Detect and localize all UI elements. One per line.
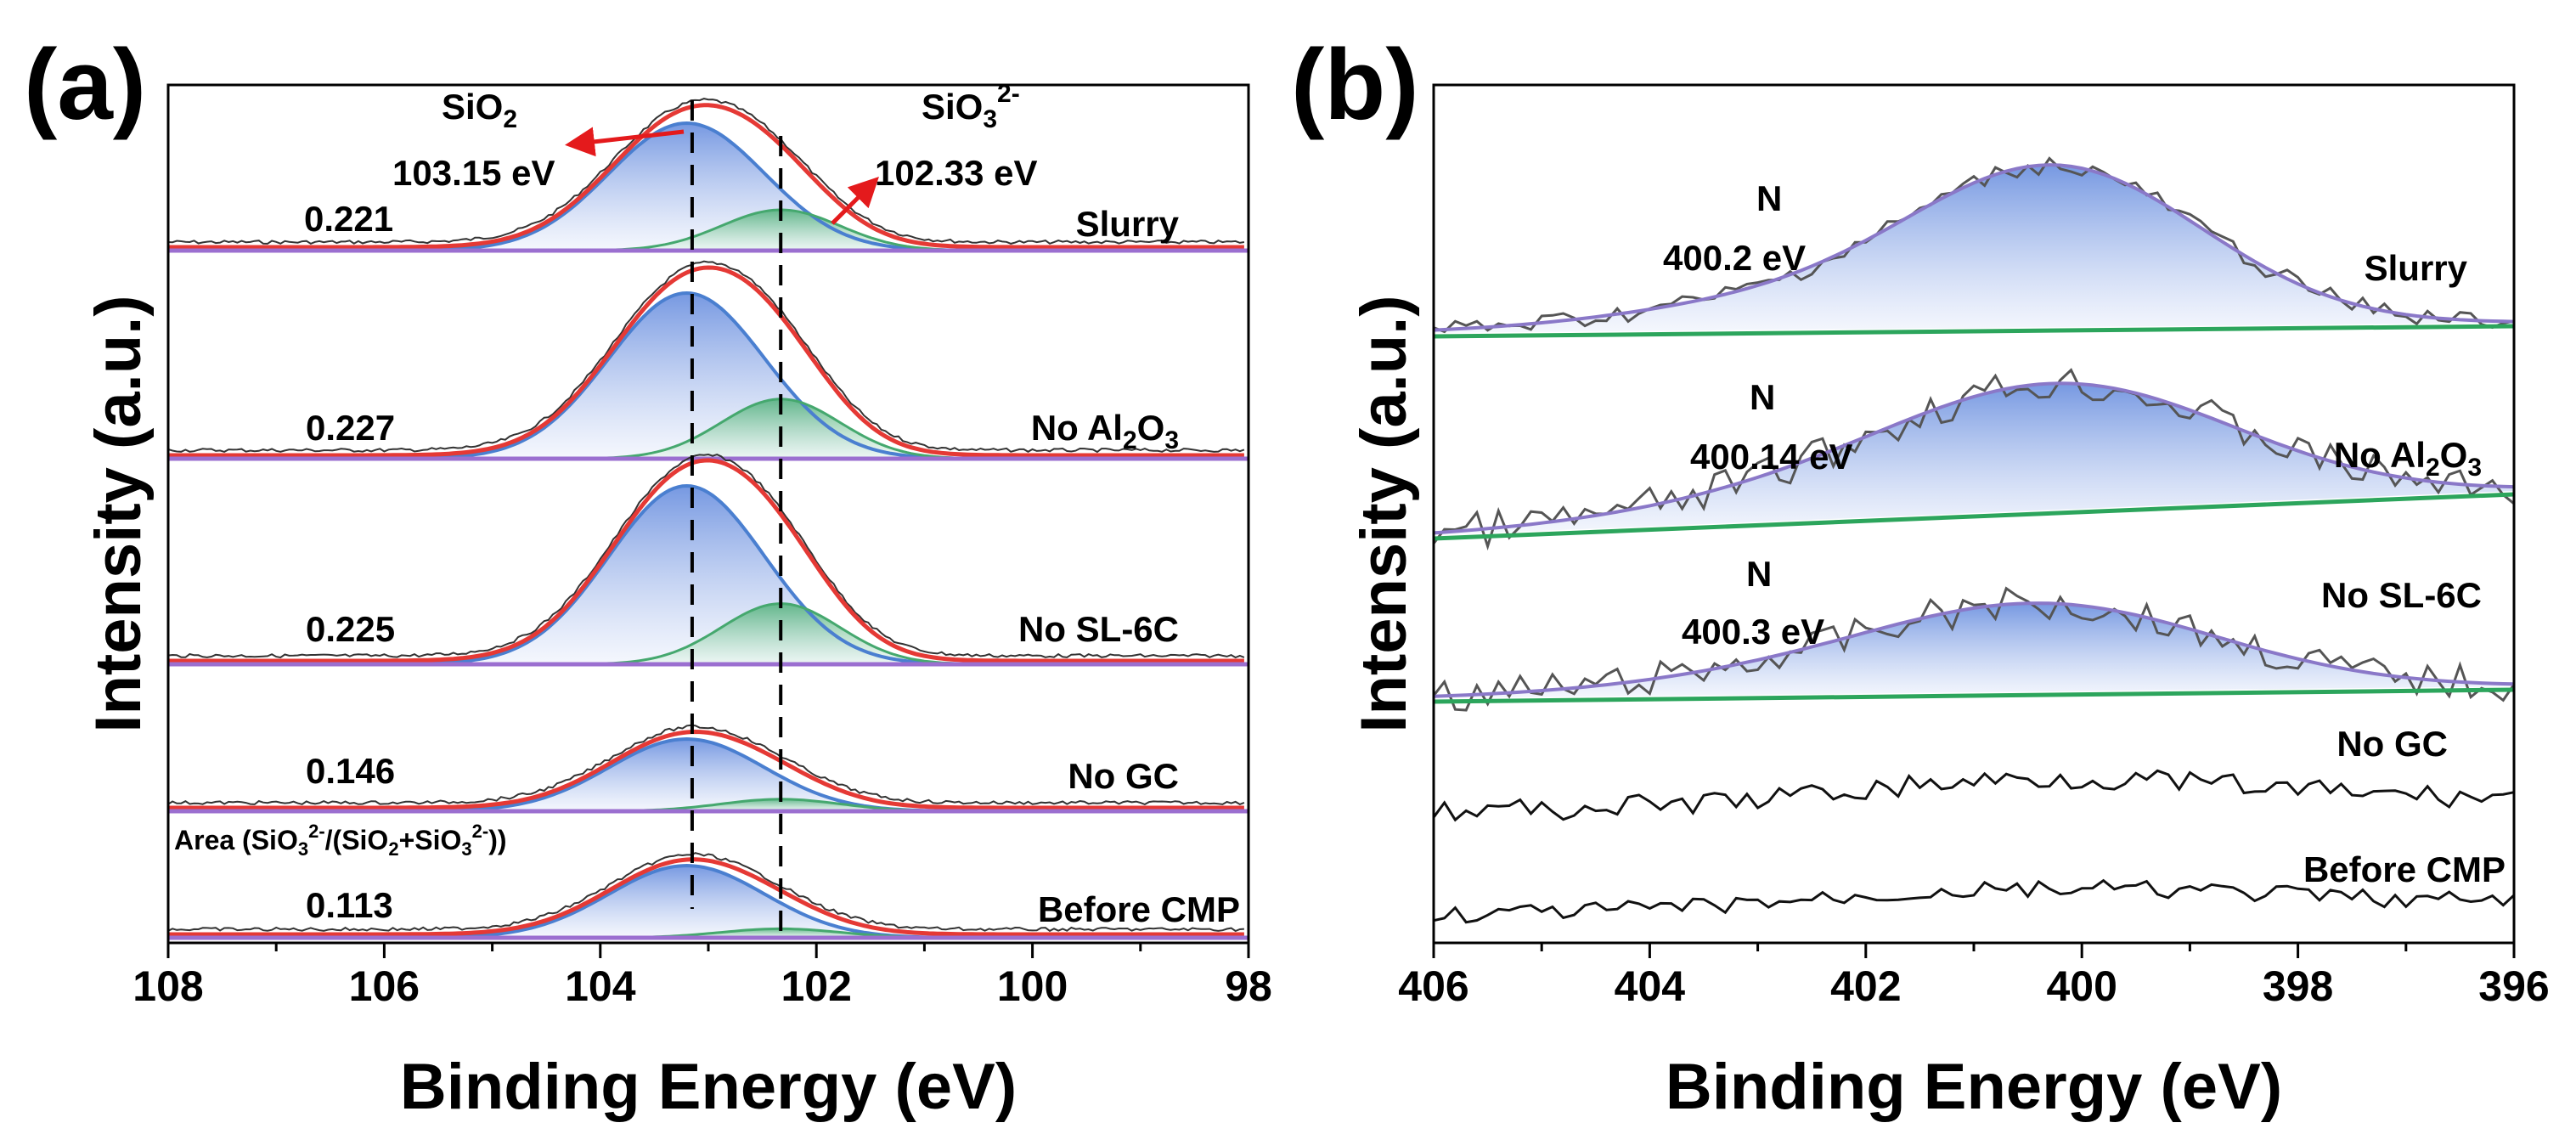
x-tick-label: 100 (997, 962, 1068, 1010)
spectrum-b-slurry (1433, 156, 2515, 339)
sio2-component-fill (168, 739, 1249, 811)
raw-data-line (1432, 368, 2515, 551)
x-tick-label: 104 (565, 962, 636, 1010)
spectrum-a-no-sl-6c (167, 453, 1249, 667)
series-label-b-no-gc: No GC (2336, 724, 2448, 764)
fit-envelope-line (168, 857, 1244, 937)
x-tick-label: 108 (132, 962, 203, 1010)
n-fit-line (1433, 381, 2515, 535)
x-tick-label: 106 (349, 962, 420, 1010)
series-label-slurry: Slurry (1076, 204, 1180, 244)
x-tick-label: 98 (1225, 962, 1272, 1010)
n-component-fill (1434, 603, 2514, 698)
series-label-no-sl6c: No SL-6C (1018, 609, 1179, 649)
n-fit-line (1433, 163, 2515, 332)
x-tick-label: 402 (1830, 962, 1901, 1010)
baseline-line (1433, 492, 2515, 541)
panel-b-plot-area (1432, 156, 2516, 924)
n-peak-slurry: 400.2 eV (1663, 238, 1806, 278)
series-label-no-gc: No GC (1068, 756, 1179, 796)
spectrum-b-no-sl-6c (1432, 586, 2516, 712)
raw-data-line (167, 724, 1245, 806)
n-peak-no-al2o3: 400.14 eV (1690, 437, 1853, 477)
sio2-component-fill (168, 293, 1249, 459)
sio3-species-label: SiO32- (922, 80, 1020, 133)
panel-a-label: (a) (24, 29, 146, 141)
raw-data-line (1433, 156, 2515, 334)
series-label-b-no-sl6c: No SL-6C (2321, 575, 2482, 615)
spectrum-a-no-gc (167, 724, 1249, 814)
area-ratio-slurry: 0.221 (304, 199, 393, 239)
n-fit-line (1433, 601, 2515, 698)
sio2-species-label: SiO2 (442, 87, 517, 133)
area-ratio-no-al2o3: 0.227 (306, 408, 395, 448)
n-component-fill (1434, 383, 2514, 535)
sio3-component-fill (168, 210, 1249, 251)
fit-envelope-line (168, 103, 1244, 250)
series-label-b-slurry: Slurry (2365, 248, 2468, 288)
series-label-before-cmp: Before CMP (1038, 889, 1240, 929)
raw-data-line (1433, 878, 2516, 924)
spectrum-b-no-gc (1432, 769, 2515, 822)
n-peak-no-sl6c: 400.3 eV (1682, 612, 1824, 652)
n-component-fill (1434, 165, 2514, 333)
sio2-pointer-arrow (565, 127, 685, 157)
baseline-line (1433, 324, 2515, 339)
raw-data-line (167, 98, 1245, 245)
sio3-pointer-arrow (831, 177, 879, 225)
panel-a: (a) 108 106 104 102 100 98 Binding Energy (eV… (24, 29, 1272, 1123)
panel-b-y-axis-label: Intensity (a.u.) (1348, 295, 1420, 732)
baseline-line (1433, 687, 2515, 704)
raw-data-line (1432, 586, 2516, 712)
x-tick-label: 404 (1615, 962, 1686, 1010)
x-tick-label: 400 (2046, 962, 2117, 1010)
sio2-component-fill (168, 486, 1249, 664)
fit-envelope-line (168, 265, 1244, 458)
panel-b-label: (b) (1291, 29, 1419, 141)
n-label-no-al2o3: N (1750, 377, 1775, 417)
spectrum-b-no-al2o3 (1432, 368, 2515, 551)
series-label-b-before-cmp: Before CMP (2303, 849, 2506, 889)
raw-data-line (167, 852, 1244, 933)
raw-data-line (167, 260, 1245, 454)
series-label-b-no-al2o3: No Al2O3 (2334, 435, 2482, 482)
panel-a-plot-area (167, 98, 1249, 943)
area-ratio-caption: Area (SiO32-/(SiO2+SiO32-)) (174, 821, 507, 860)
spectrum-a-slurry (167, 98, 1249, 253)
area-ratio-no-gc: 0.146 (306, 751, 395, 791)
sio2-component-fill (168, 866, 1249, 938)
area-ratio-before-cmp: 0.113 (306, 885, 393, 925)
panel-a-y-axis-label: Intensity (a.u.) (82, 295, 155, 732)
panel-b: (b) 406 404 402 400 398 396 Binding Energy (e… (1291, 29, 2550, 1123)
panel-a-x-axis-label: Binding Energy (eV) (400, 1051, 1017, 1123)
x-tick-label: 406 (1398, 962, 1468, 1010)
sio3-component-fill (168, 398, 1249, 459)
panel-b-x-axis-label: Binding Energy (eV) (1666, 1051, 2282, 1123)
raw-data-line (1432, 769, 2515, 822)
series-label-no-al2o3: No Al2O3 (1031, 408, 1179, 454)
sio3-component-fill (168, 603, 1249, 664)
area-ratio-no-sl6c: 0.225 (306, 609, 395, 649)
sio3-component-fill (168, 798, 1249, 811)
sio2-component-fill (168, 123, 1249, 251)
panel-b-x-axis: 406 404 402 400 398 396 (1398, 943, 2550, 1010)
spectrum-a-before-cmp (167, 852, 1249, 940)
fit-envelope-line (168, 458, 1244, 663)
n-label-slurry: N (1756, 178, 1782, 218)
x-tick-label: 396 (2478, 962, 2549, 1010)
sio2-position-label: 103.15 eV (392, 153, 555, 193)
n-label-no-sl6c: N (1746, 554, 1772, 594)
panel-a-x-axis: 108 106 104 102 100 98 (132, 943, 1272, 1010)
sio3-position-label: 102.33 eV (875, 153, 1038, 193)
fit-envelope-line (168, 729, 1244, 810)
x-tick-label: 398 (2263, 962, 2333, 1010)
x-tick-label: 102 (781, 962, 851, 1010)
raw-data-line (167, 453, 1245, 659)
spectrum-b-before-cmp (1433, 878, 2516, 924)
